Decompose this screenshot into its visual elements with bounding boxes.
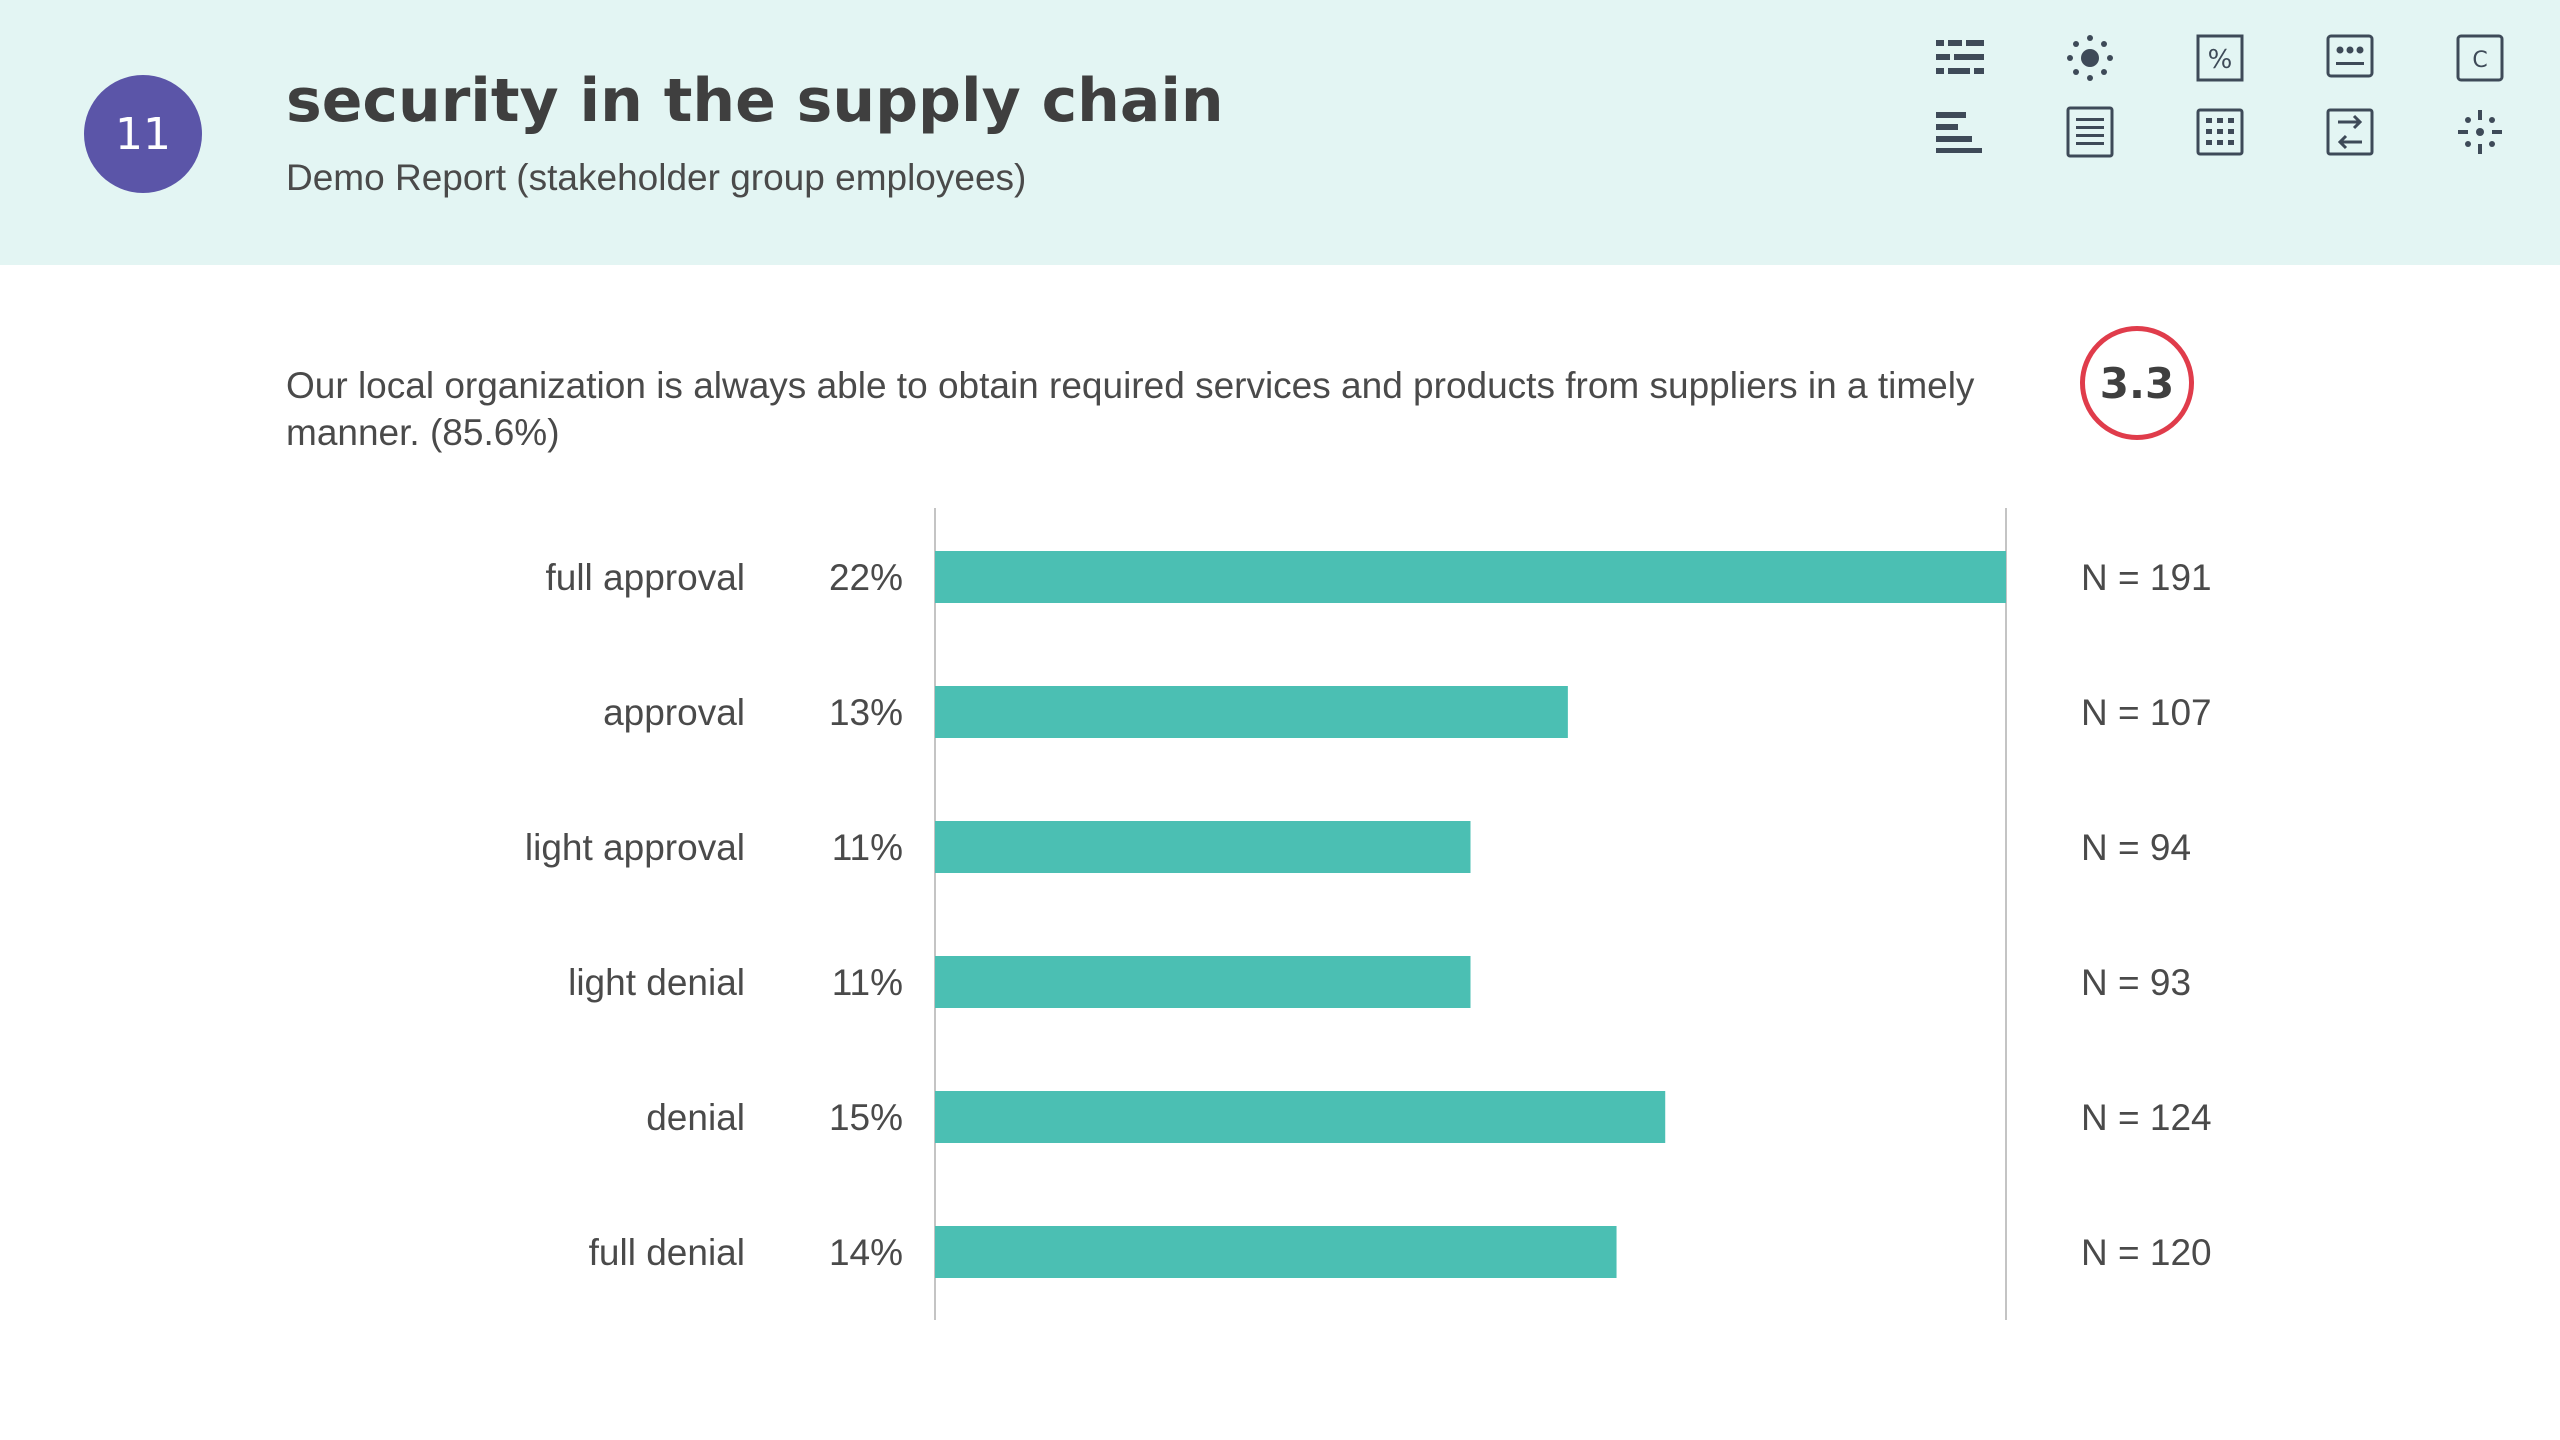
response-bar-chart: full approval 22% N = 191 approval 13% N = 10…	[525, 508, 2212, 1320]
category-label: light denial	[568, 962, 745, 1003]
bar	[935, 551, 2006, 603]
c-box-icon[interactable]: C	[2450, 28, 2510, 88]
sun-icon[interactable]	[2060, 28, 2120, 88]
percent-label: 11%	[832, 962, 903, 1003]
sparkle-icon[interactable]	[2450, 102, 2510, 162]
section-number-badge: 11	[84, 75, 202, 193]
page-title: security in the supply chain	[286, 66, 1224, 136]
category-label: full denial	[589, 1232, 745, 1273]
svg-text:C: C	[2472, 48, 2487, 73]
bar	[935, 1091, 1666, 1143]
bar	[935, 686, 1568, 738]
average-score-badge: 3.3	[2080, 326, 2194, 440]
count-label: N = 93	[2081, 962, 2191, 1003]
percent-label: 14%	[829, 1232, 903, 1273]
count-label: N = 124	[2081, 1097, 2212, 1138]
percent-label: 22%	[829, 557, 903, 598]
bar-sort-icon[interactable]	[1930, 102, 1990, 162]
page-subtitle: Demo Report (stakeholder group employees…	[286, 157, 1027, 198]
count-label: N = 120	[2081, 1232, 2212, 1273]
grid-table-icon[interactable]	[2190, 102, 2250, 162]
category-label: full approval	[545, 557, 745, 598]
view-toolbar: % C	[1930, 28, 2530, 178]
count-label: N = 191	[2081, 557, 2212, 598]
category-label: denial	[646, 1097, 745, 1138]
svg-text:%: %	[2208, 45, 2233, 75]
category-label: approval	[603, 692, 745, 733]
category-label: light approval	[525, 827, 745, 868]
list-icon[interactable]	[1930, 28, 1990, 88]
percent-label: 13%	[829, 692, 903, 733]
percent-label: 15%	[829, 1097, 903, 1138]
count-label: N = 107	[2081, 692, 2212, 733]
question-text: Our local organization is always able to…	[286, 365, 1975, 453]
report-header: 11 security in the supply chain Demo Rep…	[0, 0, 2560, 265]
percent-icon[interactable]: %	[2190, 28, 2250, 88]
document-icon[interactable]	[2060, 102, 2120, 162]
bar	[935, 956, 1471, 1008]
bar	[935, 821, 1471, 873]
count-label: N = 94	[2081, 827, 2191, 868]
bar	[935, 1226, 1617, 1278]
percent-label: 11%	[832, 827, 903, 868]
dashboard-icon[interactable]	[2320, 28, 2380, 88]
swap-icon[interactable]	[2320, 102, 2380, 162]
